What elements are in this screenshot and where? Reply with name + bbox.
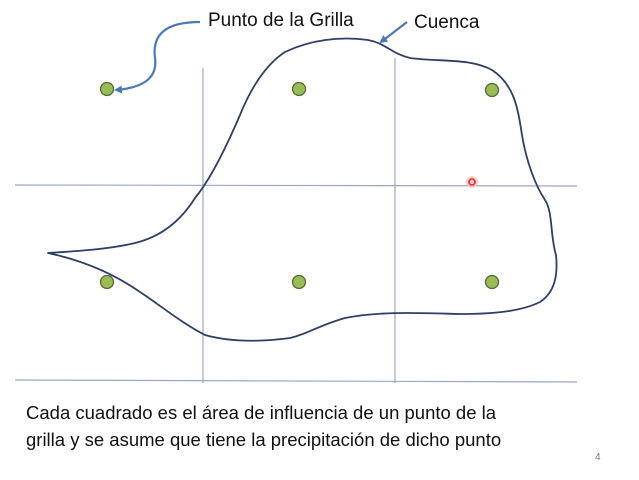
grid-point-arrow xyxy=(114,20,201,94)
grid-point-label: Punto de la Grilla xyxy=(208,10,354,31)
grid-line-horizontal-middle xyxy=(14,184,578,187)
grid-point-top-center xyxy=(291,81,307,97)
grid-point-bottom-left xyxy=(99,274,115,290)
caption-line-1: Cada cuadrado es el área de influencia d… xyxy=(26,402,497,423)
cursor-indicator xyxy=(466,176,478,188)
basin-outline xyxy=(47,37,558,342)
grid-point-bottom-center xyxy=(291,274,307,290)
grid-point-top-left xyxy=(99,81,115,97)
caption-line-2: grilla y se asume que tiene la precipita… xyxy=(26,429,502,450)
grid-point-top-right xyxy=(484,82,500,98)
basin-arrow xyxy=(379,21,408,44)
grid-points xyxy=(99,81,500,290)
grid-line-horizontal-bottom xyxy=(14,379,578,383)
basin-label: Cuenca xyxy=(414,12,480,33)
grid-lines xyxy=(14,58,578,383)
grid-point-bottom-right xyxy=(484,274,500,290)
page-number: 4 xyxy=(595,452,601,463)
